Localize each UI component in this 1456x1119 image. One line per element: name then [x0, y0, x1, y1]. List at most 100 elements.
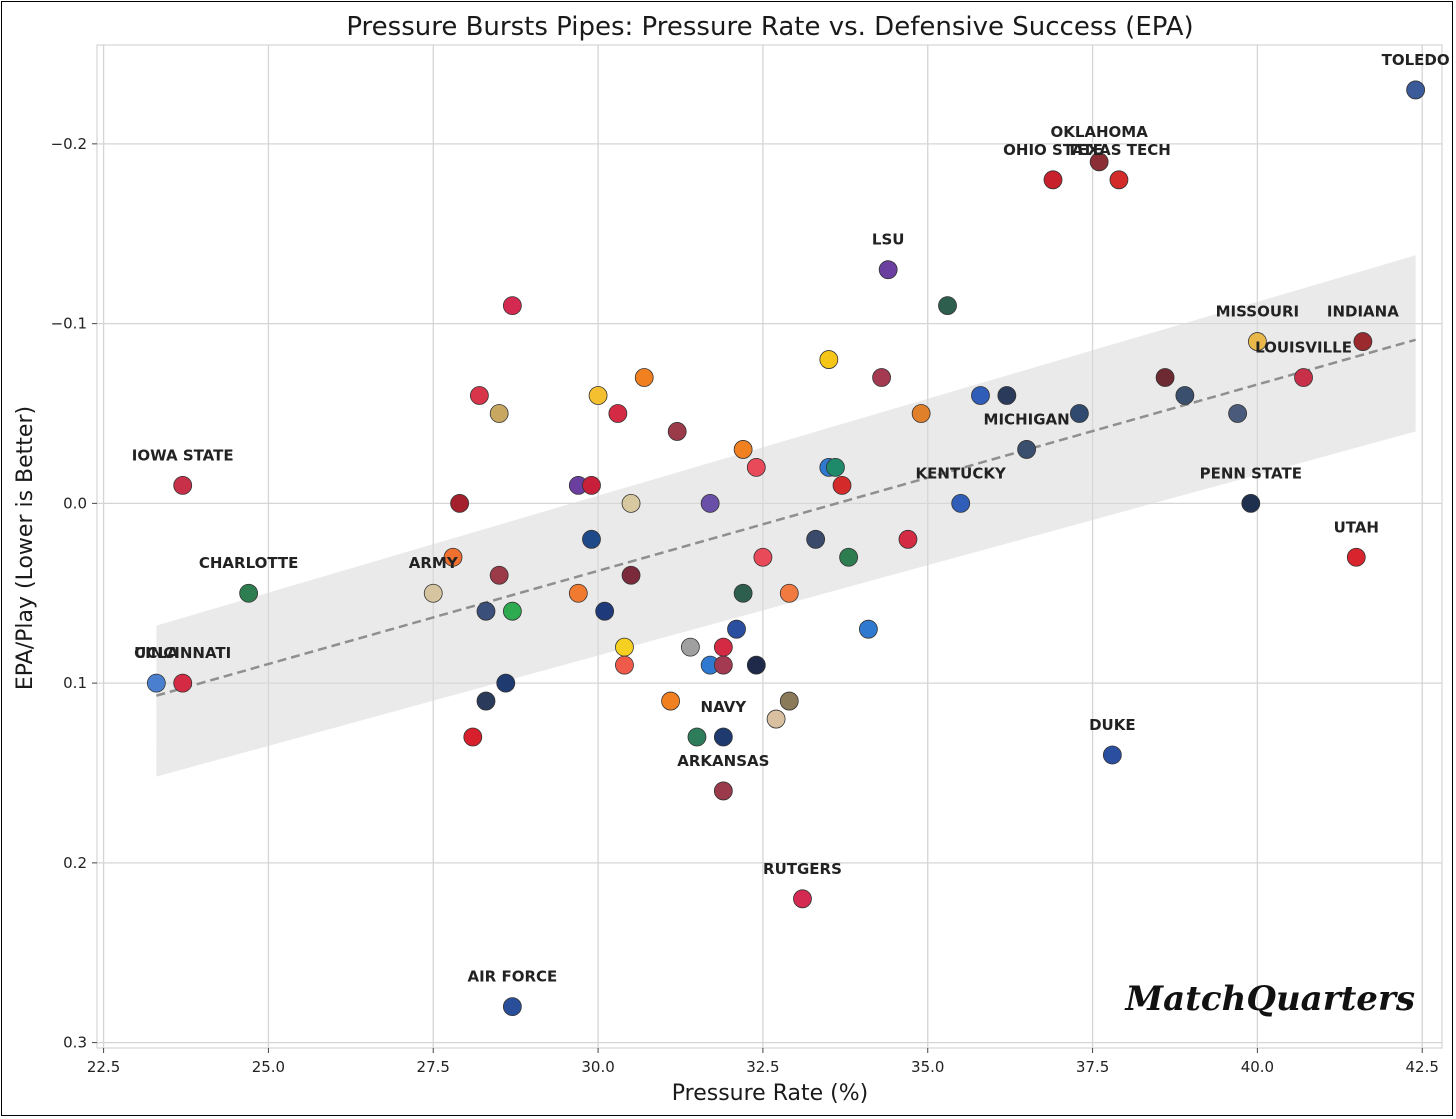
point-team-27[interactable]: [1155, 368, 1175, 387]
label-ucla: UCLA: [134, 644, 179, 662]
y-tick-label: 0.0: [63, 494, 87, 512]
point-rutgers[interactable]: [793, 889, 812, 909]
point-team-24[interactable]: [819, 350, 839, 369]
point-team-36[interactable]: [1069, 404, 1089, 423]
point-team-58[interactable]: [733, 583, 753, 603]
point-team-57[interactable]: [568, 583, 588, 603]
point-oklahoma[interactable]: [1089, 152, 1109, 172]
point-team-26[interactable]: [872, 368, 891, 387]
point-team-23[interactable]: [938, 296, 957, 316]
point-team-77[interactable]: [687, 727, 707, 747]
point-toledo[interactable]: [1406, 80, 1426, 100]
point-team-73[interactable]: [476, 691, 496, 711]
point-team-31[interactable]: [997, 386, 1017, 405]
label-army: ARMY: [409, 554, 459, 572]
point-team-30[interactable]: [971, 386, 990, 405]
point-team-40[interactable]: [746, 458, 766, 477]
point-lsu[interactable]: [878, 260, 898, 280]
label-air-force: AIR FORCE: [467, 968, 557, 986]
point-kentucky[interactable]: [951, 493, 971, 513]
point-team-44[interactable]: [582, 475, 601, 495]
point-team-60[interactable]: [476, 601, 496, 621]
point-team-22[interactable]: [502, 296, 522, 316]
point-team-25[interactable]: [634, 368, 654, 387]
point-team-59[interactable]: [779, 583, 799, 603]
point-team-53[interactable]: [753, 547, 773, 567]
point-team-32[interactable]: [1175, 386, 1195, 405]
point-team-54[interactable]: [839, 547, 859, 567]
point-team-62[interactable]: [595, 601, 615, 621]
label-navy: NAVY: [701, 698, 748, 716]
point-team-49[interactable]: [582, 529, 601, 549]
y-tick-label: 0.2: [63, 854, 87, 872]
point-ucla[interactable]: [146, 673, 166, 693]
point-team-64[interactable]: [858, 619, 878, 639]
point-iowa-state[interactable]: [173, 475, 193, 495]
point-team-51[interactable]: [898, 529, 918, 549]
label-indiana: INDIANA: [1327, 303, 1399, 321]
x-tick-label: 32.5: [746, 1058, 779, 1076]
point-charlotte[interactable]: [239, 583, 259, 603]
point-team-38[interactable]: [667, 422, 687, 441]
point-penn-state[interactable]: [1241, 493, 1261, 513]
point-cincinnati[interactable]: [173, 673, 193, 693]
point-team-35[interactable]: [911, 404, 931, 423]
point-team-63[interactable]: [727, 619, 746, 639]
point-team-52[interactable]: [443, 547, 463, 567]
point-michigan[interactable]: [1017, 440, 1037, 459]
label-utah: UTAH: [1334, 518, 1379, 536]
watermark-logo: MatchQuarters: [1125, 979, 1415, 1019]
point-team-48[interactable]: [700, 493, 720, 513]
y-tick-label: 0.1: [63, 674, 87, 692]
point-missouri[interactable]: [1247, 332, 1267, 351]
point-team-56[interactable]: [621, 565, 641, 585]
point-team-55[interactable]: [489, 565, 509, 585]
label-iowa-state: IOWA STATE: [132, 446, 234, 464]
point-utah[interactable]: [1346, 547, 1366, 567]
point-arkansas[interactable]: [713, 781, 733, 801]
point-ohio-state[interactable]: [1043, 170, 1063, 190]
point-team-70[interactable]: [713, 655, 733, 675]
point-team-71[interactable]: [746, 655, 766, 675]
point-air-force[interactable]: [502, 997, 522, 1017]
point-team-33[interactable]: [489, 404, 509, 423]
point-team-66[interactable]: [680, 637, 700, 657]
point-team-67[interactable]: [713, 637, 733, 657]
confidence-band: [156, 255, 1416, 777]
point-team-68[interactable]: [615, 655, 634, 675]
point-team-74[interactable]: [661, 691, 681, 711]
point-team-78[interactable]: [463, 727, 483, 747]
point-team-29[interactable]: [588, 386, 608, 405]
point-team-28[interactable]: [470, 386, 489, 405]
point-texas-tech[interactable]: [1109, 170, 1129, 190]
chart-title: Pressure Bursts Pipes: Pressure Rate vs.…: [346, 12, 1193, 42]
y-axis-ticks: −0.2 −0.1 0.0 0.1 0.2 0.3: [51, 135, 97, 1052]
x-tick-label: 30.0: [581, 1058, 614, 1076]
point-team-76[interactable]: [766, 709, 786, 729]
point-team-50[interactable]: [806, 529, 826, 549]
point-team-37[interactable]: [1228, 404, 1248, 423]
point-team-47[interactable]: [621, 493, 641, 513]
point-team-45[interactable]: [832, 475, 852, 495]
label-missouri: MISSOURI: [1216, 303, 1300, 321]
point-team-72[interactable]: [496, 673, 516, 693]
point-team-34[interactable]: [608, 404, 628, 423]
point-indiana[interactable]: [1353, 332, 1373, 351]
point-team-61[interactable]: [502, 601, 522, 621]
point-army[interactable]: [423, 583, 443, 603]
x-axis-label: Pressure Rate (%): [672, 1081, 868, 1106]
point-navy[interactable]: [713, 727, 733, 747]
x-tick-label: 22.5: [87, 1058, 120, 1076]
label-ohio-state: OHIO STATE: [1003, 141, 1103, 159]
x-tick-label: 42.5: [1406, 1058, 1439, 1076]
point-team-42[interactable]: [826, 458, 845, 477]
point-team-46[interactable]: [450, 493, 470, 513]
label-rutgers: RUTGERS: [763, 860, 842, 878]
point-duke[interactable]: [1102, 745, 1122, 765]
point-team-65[interactable]: [615, 637, 634, 657]
point-team-39[interactable]: [733, 440, 753, 459]
point-louisville[interactable]: [1294, 368, 1313, 387]
point-team-75[interactable]: [779, 691, 799, 711]
